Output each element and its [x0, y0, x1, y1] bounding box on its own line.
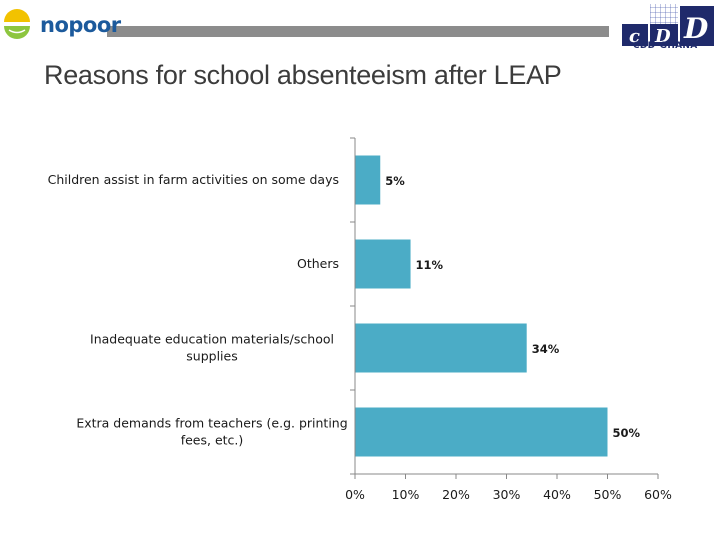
- x-tick-label-6: 60%: [644, 487, 672, 502]
- category-label-1-line-0: Others: [297, 256, 339, 271]
- category-label-0: Children assist in farm activities on so…: [48, 172, 339, 187]
- labels-layer: 5% Children assist in farm activities on …: [48, 172, 672, 502]
- data-label-3: 50%: [613, 426, 641, 440]
- bars-layer: [355, 155, 608, 457]
- nopoor-logo: [4, 9, 30, 39]
- data-label-0: 5%: [385, 174, 405, 188]
- logo-sun-icon: [4, 9, 30, 22]
- category-label-2-line-1: supplies: [186, 349, 237, 364]
- data-label-2: 34%: [532, 342, 560, 356]
- cdd-ghana-logo: c D D: [622, 4, 714, 47]
- slide-title: Reasons for school absenteeism after LEA…: [44, 60, 562, 90]
- category-label-2: Inadequate education materials/school sup…: [90, 332, 334, 364]
- x-tick-label-5: 50%: [594, 487, 622, 502]
- bar-0: [355, 155, 381, 205]
- cdd-ghana-caption: CDD-GHANA: [633, 41, 698, 51]
- category-label-2-line-0: Inadequate education materials/school: [90, 332, 334, 347]
- logo-letter-d2: D: [683, 12, 709, 45]
- x-tick-label-2: 20%: [442, 487, 470, 502]
- logo-letter-d1: D: [654, 26, 671, 47]
- category-label-0-line-0: Children assist in farm activities on so…: [48, 172, 339, 187]
- category-label-3: Extra demands from teachers (e.g. printi…: [76, 416, 347, 448]
- x-tick-label-1: 10%: [392, 487, 420, 502]
- data-label-1: 11%: [416, 258, 444, 272]
- x-tick-label-4: 40%: [543, 487, 571, 502]
- category-label-3-line-0: Extra demands from teachers (e.g. printi…: [76, 416, 347, 431]
- header-bar: [107, 26, 609, 37]
- axes-layer: [350, 137, 659, 479]
- category-label-1: Others: [297, 256, 339, 271]
- nopoor-logo-text: nopoor: [40, 13, 121, 37]
- bar-1: [355, 239, 411, 289]
- bar-2: [355, 323, 527, 373]
- logo-letter-c: c: [629, 26, 640, 47]
- x-tick-label-0: 0%: [345, 487, 365, 502]
- x-tick-label-3: 30%: [493, 487, 521, 502]
- category-label-3-line-1: fees, etc.): [181, 433, 244, 448]
- bar-3: [355, 407, 608, 457]
